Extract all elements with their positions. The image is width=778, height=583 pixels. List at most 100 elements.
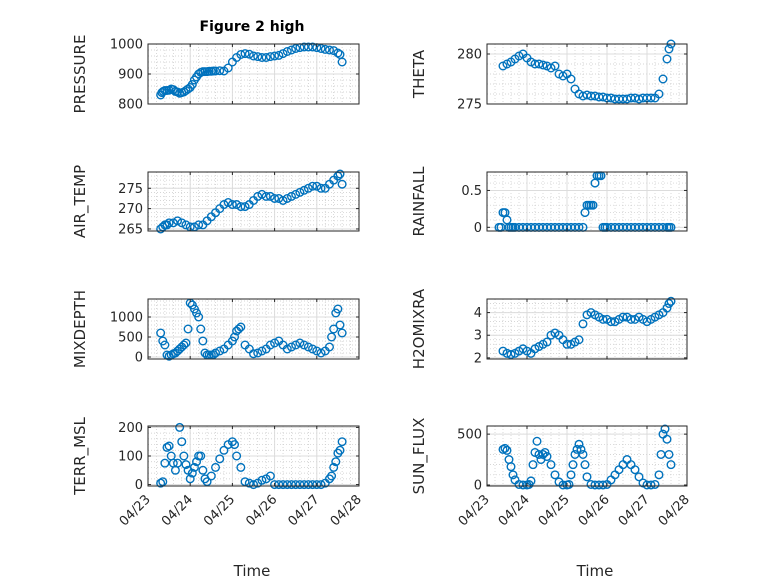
data-point — [662, 434, 672, 444]
series-markers — [498, 296, 676, 359]
y-tick-label: 800 — [118, 98, 143, 113]
data-point — [303, 42, 313, 52]
y-tick-label: 3 — [474, 329, 482, 344]
data-point — [331, 457, 341, 467]
data-point — [248, 480, 258, 490]
y-axis-label: TERR_MSL — [71, 416, 90, 495]
data-point — [662, 303, 672, 313]
series-markers — [498, 424, 676, 490]
y-tick-label: 1000 — [110, 38, 143, 53]
data-point — [160, 458, 170, 468]
data-point — [236, 462, 246, 472]
data-point — [634, 472, 644, 482]
data-point — [211, 462, 221, 472]
data-point — [508, 470, 518, 480]
data-point — [179, 340, 189, 350]
data-point — [324, 45, 334, 55]
data-point — [550, 470, 560, 480]
data-point — [316, 183, 326, 193]
data-point — [211, 348, 221, 358]
data-point — [230, 332, 240, 342]
axis-box — [147, 298, 360, 360]
data-point — [327, 471, 337, 481]
data-point — [236, 50, 246, 60]
data-point — [206, 471, 216, 481]
data-point — [664, 449, 674, 459]
data-point — [502, 445, 512, 455]
data-point — [582, 472, 592, 482]
data-point — [156, 478, 166, 488]
data-point — [164, 441, 174, 451]
data-point — [320, 44, 330, 54]
data-point — [194, 312, 204, 322]
data-point — [578, 319, 588, 329]
data-point — [337, 179, 347, 189]
data-point — [173, 216, 183, 226]
data-point — [506, 349, 516, 359]
data-point — [303, 480, 313, 490]
data-point — [588, 200, 598, 210]
data-point — [312, 480, 322, 490]
data-point — [253, 52, 263, 62]
data-point — [177, 218, 187, 228]
data-point — [282, 47, 292, 57]
subplot-2: 275 280 THETA — [410, 39, 688, 113]
data-point — [291, 189, 301, 199]
data-point — [286, 480, 296, 490]
data-point — [646, 93, 656, 103]
y-tick-label: 275 — [118, 182, 143, 197]
data-point — [550, 61, 560, 71]
y-tick-label: 2 — [474, 351, 482, 366]
y-axis-label: AIR_TEMP — [71, 165, 90, 238]
data-point — [177, 437, 187, 447]
data-point — [196, 324, 206, 334]
data-point — [542, 452, 552, 462]
data-point — [187, 79, 197, 89]
data-point — [618, 312, 628, 322]
data-point — [223, 63, 233, 73]
data-point — [291, 340, 301, 350]
data-point — [278, 480, 288, 490]
data-point — [299, 340, 309, 350]
data-point — [337, 328, 347, 338]
x-tick-label: 04/27 — [616, 492, 653, 529]
y-axis-label: SUN_FLUX — [410, 418, 429, 495]
data-point — [654, 470, 664, 480]
data-point — [160, 340, 170, 350]
data-point — [185, 474, 195, 484]
data-point — [574, 335, 584, 345]
series-markers — [156, 422, 347, 490]
subplot-4: 0 0.5 RAINFALL — [410, 166, 688, 236]
data-point — [528, 460, 538, 470]
data-point — [572, 444, 582, 454]
data-point — [286, 191, 296, 201]
data-point — [261, 191, 271, 201]
data-point — [291, 44, 301, 54]
data-point — [162, 442, 172, 452]
data-point — [333, 48, 343, 58]
x-tick-label: 04/23 — [117, 492, 154, 529]
data-point — [215, 454, 225, 464]
data-point — [574, 439, 584, 449]
subplot-3: 265 270 275 AIR_TEMP — [71, 165, 360, 238]
data-point — [329, 462, 339, 472]
data-point — [666, 460, 676, 470]
data-point — [316, 44, 326, 54]
x-tick-label: 04/27 — [286, 492, 323, 529]
data-point — [257, 475, 267, 485]
y-tick-label: 500 — [457, 428, 482, 443]
axis-box — [147, 171, 360, 232]
subplot-8: 0 500 04/23 04/24 04/25 04/26 04/27 04/28 SUN_FL… — [410, 418, 693, 530]
data-point — [215, 66, 225, 76]
x-tick-label: 04/28 — [656, 492, 693, 529]
x-tick-label: 04/26 — [576, 492, 613, 529]
data-point — [198, 336, 208, 346]
data-point — [538, 60, 548, 70]
data-point — [261, 53, 271, 63]
y-axis-label: THETA — [410, 49, 428, 99]
data-point — [337, 437, 347, 447]
data-point — [626, 314, 636, 324]
data-point — [564, 479, 574, 489]
data-point — [265, 471, 275, 481]
subplot-6: 2 3 4 H2OMIXRA — [410, 288, 688, 369]
